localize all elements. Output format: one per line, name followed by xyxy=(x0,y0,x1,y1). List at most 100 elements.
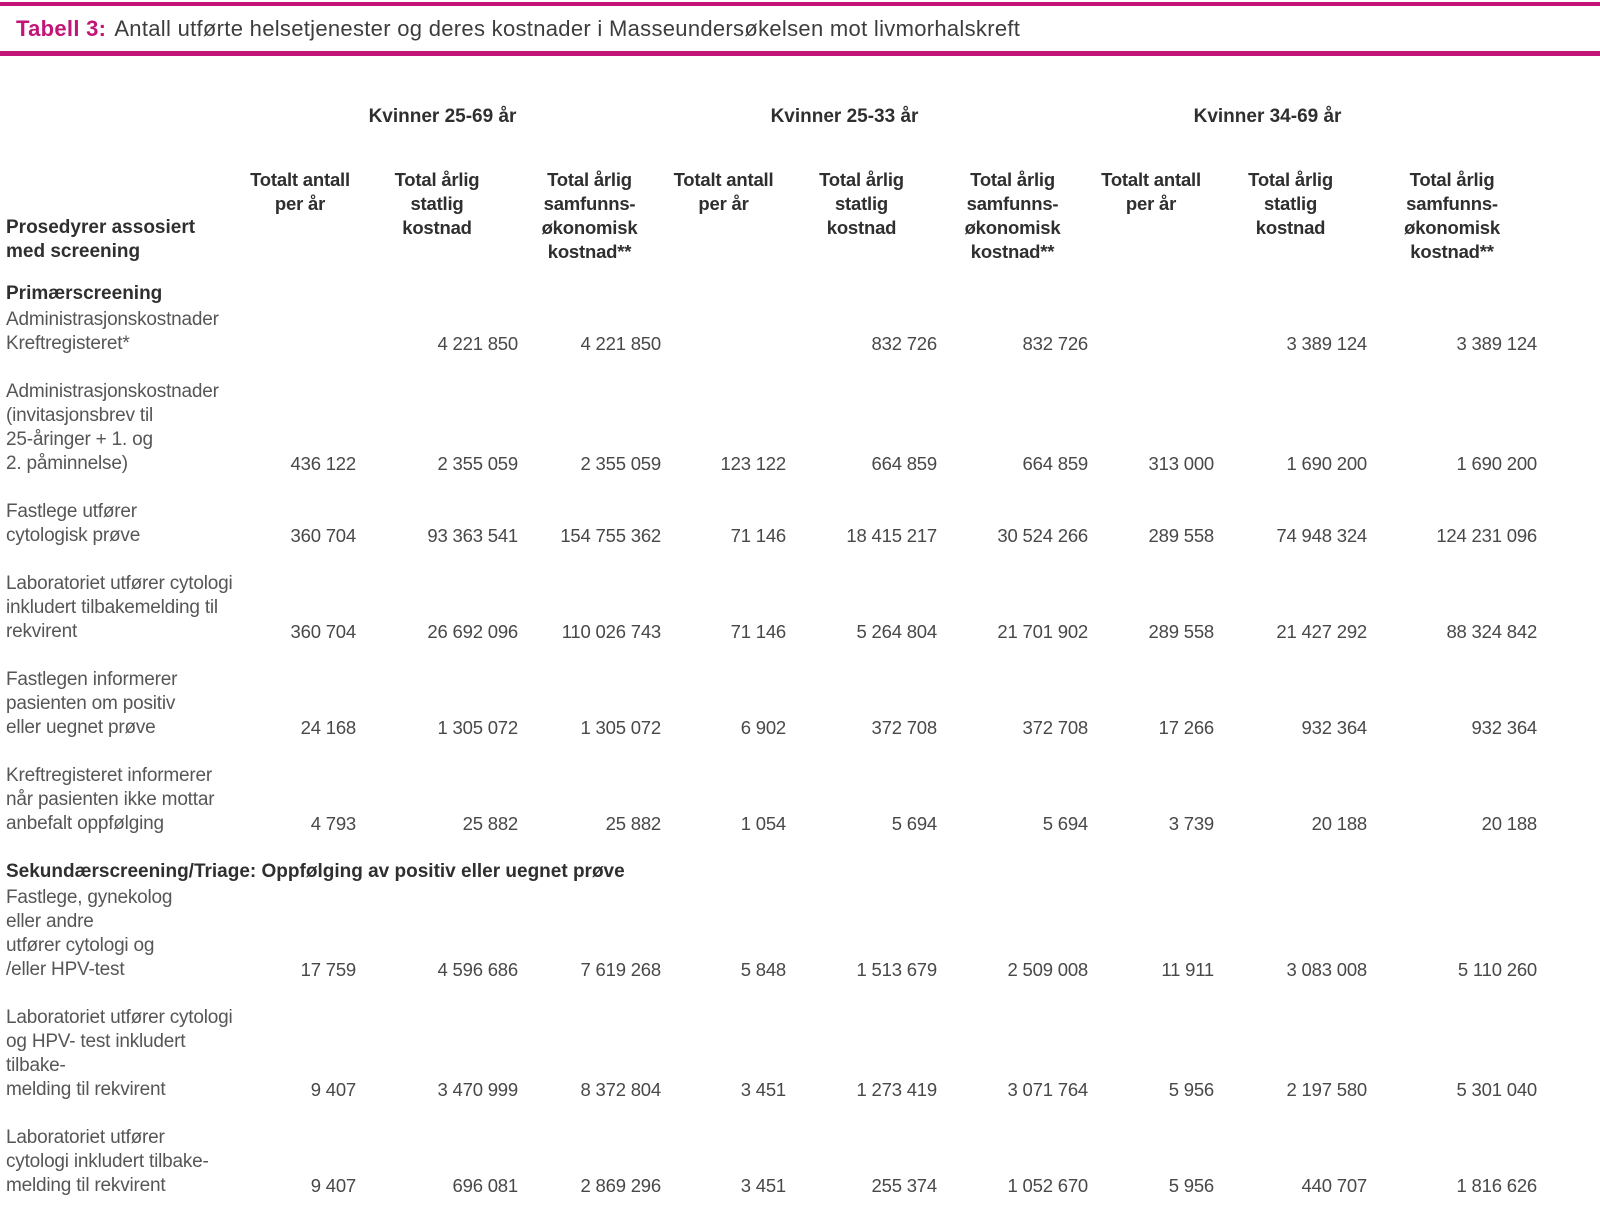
section-label: Sekundærscreening/Triage: Oppfølging av … xyxy=(6,861,625,882)
column-header: Total årlig statlig kostnad xyxy=(1248,169,1333,238)
row-label: Laboratoriet utfører cytologi inkludert … xyxy=(6,1127,209,1196)
row-label: Fastlegen informerer pasienten om positi… xyxy=(6,669,178,738)
cell-value: 20 188 xyxy=(1481,813,1538,834)
cell-value: 289 558 xyxy=(1148,525,1215,546)
row-header-title: Prosedyrer assosiert med screening xyxy=(6,217,196,262)
row-label: Administrasjonskostnader Kreftregisteret… xyxy=(6,309,219,354)
cell-value: 5 956 xyxy=(1168,1175,1215,1196)
column-header: Total årlig statlig kostnad xyxy=(819,169,904,238)
cell-value: 9 407 xyxy=(310,1175,356,1196)
cell-value: 313 000 xyxy=(1148,453,1215,474)
cell-value: 1 816 626 xyxy=(1456,1175,1538,1196)
cell-value: 2 355 059 xyxy=(580,453,661,474)
cell-value: 24 168 xyxy=(300,717,357,738)
table-row: Laboratoriet utfører cytologi og HPV- te… xyxy=(6,1006,1537,1126)
table-title-text: Antall utførte helsetjenester og deres k… xyxy=(114,16,1021,41)
cell-value: 3 739 xyxy=(1168,813,1215,834)
cell-value: 372 708 xyxy=(871,717,938,738)
row-label: Laboratoriet utfører cytologi inkludert … xyxy=(6,573,233,642)
table-row: Laboratoriet utfører cytologi inkludert … xyxy=(6,572,1537,668)
cell-value: 664 859 xyxy=(871,453,938,474)
cell-value: 154 755 362 xyxy=(560,525,661,546)
cell-value: 71 146 xyxy=(730,621,787,642)
table-title-prefix: Tabell 3: xyxy=(16,16,107,41)
table-row: Fastlegen informerer pasienten om positi… xyxy=(6,668,1537,764)
cell-value: 17 266 xyxy=(1158,717,1215,738)
cell-value: 1 690 200 xyxy=(1456,453,1538,474)
column-header: Total årlig statlig kostnad xyxy=(394,169,480,238)
cell-value: 17 759 xyxy=(300,959,357,980)
cell-value: 26 692 096 xyxy=(427,621,518,642)
cell-value: 1 305 072 xyxy=(437,717,518,738)
row-label: Laboratoriet utfører cytologi og HPV- te… xyxy=(6,1007,233,1100)
table-body: Primærscreening Administrasjonskostnader … xyxy=(6,282,1537,1222)
cell-value: 436 122 xyxy=(290,453,357,474)
cell-value: 3 451 xyxy=(740,1175,786,1196)
cell-value: 25 882 xyxy=(605,813,662,834)
cell-value: 2 197 580 xyxy=(1286,1079,1368,1100)
cell-value: 30 524 266 xyxy=(997,525,1089,546)
cell-value: 4 793 xyxy=(310,813,356,834)
row-label: Fastlege, gynekolog eller andre utfører … xyxy=(6,887,173,980)
cell-value: 8 372 804 xyxy=(580,1079,661,1100)
cell-value: 664 859 xyxy=(1022,453,1089,474)
cell-value: 1 273 419 xyxy=(856,1079,937,1100)
cell-value: 932 364 xyxy=(1301,717,1368,738)
row-label: Kreftregisteret informerer når pasienten… xyxy=(6,765,215,834)
cell-value: 74 948 324 xyxy=(1276,525,1368,546)
section-label: Primærscreening xyxy=(6,283,163,304)
cell-value: 3 389 124 xyxy=(1456,333,1538,354)
cell-value: 110 026 743 xyxy=(561,621,662,642)
cell-value: 7 619 268 xyxy=(580,959,661,980)
cell-value: 124 231 096 xyxy=(1436,525,1538,546)
cell-value: 932 364 xyxy=(1471,717,1538,738)
column-header: Totalt antall per år xyxy=(673,169,774,214)
cell-value: 4 221 850 xyxy=(437,333,518,354)
table-row: Kreftregisteret informerer når pasienten… xyxy=(6,764,1537,860)
cell-value: 289 558 xyxy=(1148,621,1215,642)
cell-value: 4 221 850 xyxy=(580,333,661,354)
cell-value: 2 509 008 xyxy=(1007,959,1089,980)
cell-value: 123 122 xyxy=(720,453,787,474)
column-header: Total årlig samfunns- økonomisk kostnad*… xyxy=(964,169,1061,262)
cell-value: 21 701 902 xyxy=(997,621,1089,642)
title-divider xyxy=(0,51,1600,56)
cell-value: 9 407 xyxy=(310,1079,356,1100)
cell-value: 71 146 xyxy=(730,525,787,546)
cell-value: 440 707 xyxy=(1301,1175,1368,1196)
cell-value: 1 305 072 xyxy=(580,717,661,738)
cell-value: 18 415 217 xyxy=(846,525,937,546)
cell-value: 88 324 842 xyxy=(1446,621,1538,642)
table-row: Fastlege, gynekolog eller andre utfører … xyxy=(6,886,1537,1006)
row-label: Fastlege utfører cytologisk prøve xyxy=(6,501,141,546)
cell-value: 93 363 541 xyxy=(427,525,518,546)
cell-value: 2 869 296 xyxy=(580,1175,661,1196)
cell-value: 832 726 xyxy=(871,333,938,354)
cost-table: Kvinner 25-69 år Kvinner 25-33 år Kvinne… xyxy=(6,56,1537,1222)
cell-value: 832 726 xyxy=(1022,333,1089,354)
row-label: Administrasjonskostnader (invitasjonsbre… xyxy=(6,381,219,474)
cell-value: 21 427 292 xyxy=(1276,621,1368,642)
table-container: Kvinner 25-69 år Kvinner 25-33 år Kvinne… xyxy=(0,56,1600,1222)
cell-value: 696 081 xyxy=(452,1175,519,1196)
group-header-25-69: Kvinner 25-69 år xyxy=(368,106,517,127)
column-header: Total årlig samfunns- økonomisk kostnad*… xyxy=(541,169,638,262)
group-header-25-33: Kvinner 25-33 år xyxy=(770,106,919,127)
cell-value: 1 513 679 xyxy=(856,959,937,980)
cell-value: 1 690 200 xyxy=(1286,453,1368,474)
cell-value: 11 911 xyxy=(1161,959,1215,980)
cell-value xyxy=(661,308,786,380)
cell-value: 5 264 804 xyxy=(856,621,937,642)
cell-value: 5 848 xyxy=(740,959,786,980)
cell-value: 360 704 xyxy=(290,525,357,546)
cell-value: 360 704 xyxy=(290,621,357,642)
cell-value: 3 470 999 xyxy=(437,1079,518,1100)
group-header-spacer xyxy=(6,56,244,168)
table-row: Fastlege utfører cytologisk prøve 360 704… xyxy=(6,500,1537,572)
cell-value: 5 694 xyxy=(891,813,937,834)
cell-value: 2 355 059 xyxy=(437,453,518,474)
table-row: Laboratoriet utfører cytologi inkludert … xyxy=(6,1126,1537,1222)
cell-value: 1 052 670 xyxy=(1007,1175,1089,1196)
section-row: Primærscreening xyxy=(6,282,1537,308)
cell-value: 4 596 686 xyxy=(437,959,518,980)
